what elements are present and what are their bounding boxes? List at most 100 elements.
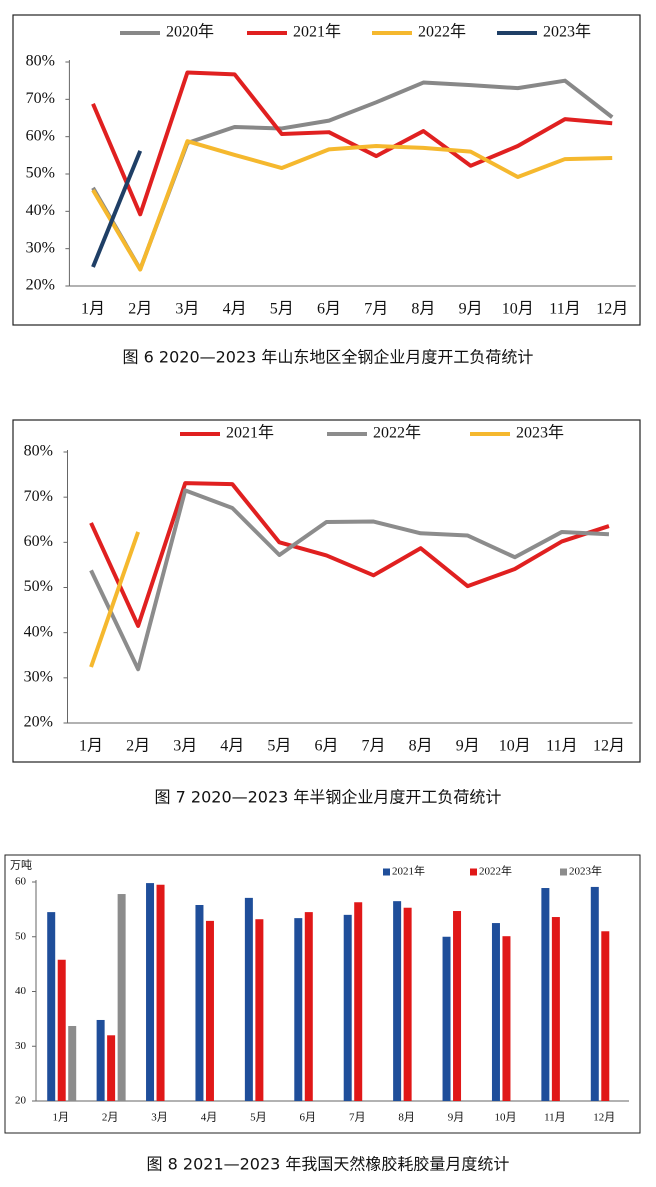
x-tick-label: 8月 <box>411 301 435 318</box>
x-tick-label: 12月 <box>596 301 628 318</box>
y-axis-label: 万吨 <box>10 859 32 872</box>
legend-label: 2021年 <box>226 424 274 442</box>
x-tick-label: 5月 <box>270 301 294 318</box>
x-tick-label: 2月 <box>128 301 152 318</box>
y-tick-label: 40% <box>24 623 53 640</box>
x-tick-label: 6月 <box>317 301 341 318</box>
legend-label: 2023年 <box>543 23 591 41</box>
bar <box>244 897 253 1101</box>
bar <box>156 884 165 1101</box>
legend-label: 2021年 <box>392 864 425 878</box>
bar <box>57 959 66 1101</box>
y-tick-label: 20% <box>24 714 53 731</box>
bar <box>107 1035 116 1101</box>
y-tick-label: 30 <box>15 1040 27 1052</box>
y-tick-label: 80% <box>24 443 53 460</box>
x-tick-label: 11月 <box>544 1112 566 1124</box>
x-tick-label: 9月 <box>459 301 483 318</box>
bar <box>541 888 550 1101</box>
x-tick-label: 10月 <box>494 1112 516 1124</box>
bar <box>205 920 214 1101</box>
x-tick-label: 10月 <box>502 301 534 318</box>
x-tick-label: 7月 <box>364 301 388 318</box>
x-tick-label: 11月 <box>546 738 577 755</box>
legend-label: 2022年 <box>479 864 512 878</box>
bar <box>68 1025 77 1101</box>
caption: 图 7 2020—2023 年半钢企业月度开工负荷统计 <box>155 788 502 807</box>
legend-label: 2022年 <box>373 424 421 442</box>
series-line <box>89 531 141 668</box>
y-tick-label: 30% <box>26 239 55 256</box>
x-tick-label: 10月 <box>499 738 531 755</box>
x-tick-label: 1月 <box>52 1112 69 1124</box>
x-tick-label: 11月 <box>549 301 580 318</box>
y-tick-label: 60 <box>15 876 27 888</box>
x-tick-label: 3月 <box>175 301 199 318</box>
bar <box>343 914 352 1101</box>
x-tick-label: 1月 <box>81 301 105 318</box>
y-tick-label: 70% <box>24 488 53 505</box>
x-tick-label: 6月 <box>300 1112 317 1124</box>
legend-swatch <box>470 868 477 876</box>
y-tick-label: 60% <box>26 127 55 144</box>
series-line <box>91 78 614 272</box>
bar <box>304 912 313 1101</box>
frame <box>12 419 641 763</box>
frame <box>12 14 641 326</box>
bar <box>146 883 155 1101</box>
bar <box>403 907 412 1101</box>
legend-label: 2021年 <box>293 23 341 41</box>
y-tick-label: 20% <box>26 277 55 294</box>
frame <box>4 854 641 1134</box>
bar <box>294 918 303 1101</box>
y-tick-label: 50 <box>15 930 27 942</box>
series-line <box>91 150 143 268</box>
bar <box>551 917 560 1101</box>
bar <box>590 886 599 1101</box>
bar <box>491 923 500 1101</box>
legend-label: 2020年 <box>166 23 214 41</box>
y-tick-label: 50% <box>24 578 53 595</box>
legend-label: 2023年 <box>516 424 564 442</box>
legend-swatch <box>383 868 390 876</box>
y-tick-label: 60% <box>24 533 53 550</box>
x-tick-label: 12月 <box>593 1112 615 1124</box>
bar <box>393 901 402 1101</box>
x-tick-label: 2月 <box>126 738 150 755</box>
y-tick-label: 30% <box>24 669 53 686</box>
y-tick-label: 70% <box>26 90 55 107</box>
x-tick-label: 4月 <box>201 1112 218 1124</box>
bar <box>117 894 126 1101</box>
series-line <box>89 481 610 628</box>
x-tick-label: 12月 <box>593 738 625 755</box>
y-tick-label: 20 <box>15 1095 27 1107</box>
bar <box>453 911 462 1101</box>
legend-label: 2023年 <box>569 864 602 878</box>
y-tick-label: 80% <box>26 53 55 70</box>
x-tick-label: 7月 <box>362 738 386 755</box>
x-tick-label: 6月 <box>314 738 338 755</box>
series-line <box>91 70 613 217</box>
x-tick-label: 5月 <box>267 738 291 755</box>
legend-swatch <box>560 868 567 876</box>
x-tick-label: 7月 <box>349 1112 366 1124</box>
x-tick-label: 3月 <box>173 738 197 755</box>
series-line <box>89 488 610 672</box>
x-tick-label: 9月 <box>456 738 480 755</box>
bar <box>96 1019 105 1101</box>
x-tick-label: 5月 <box>250 1112 267 1124</box>
bar <box>354 902 363 1101</box>
caption: 图 8 2021—2023 年我国天然橡胶耗胶量月度统计 <box>147 1155 510 1174</box>
bar <box>195 904 204 1101</box>
bar <box>47 912 56 1101</box>
x-tick-label: 1月 <box>79 738 103 755</box>
x-tick-label: 3月 <box>151 1112 168 1124</box>
y-tick-label: 40% <box>26 202 55 219</box>
x-tick-label: 4月 <box>223 301 247 318</box>
y-tick-label: 40 <box>15 985 27 997</box>
x-tick-label: 2月 <box>102 1112 119 1124</box>
bar <box>601 931 610 1101</box>
series-line <box>91 139 613 272</box>
x-tick-label: 8月 <box>398 1112 415 1124</box>
